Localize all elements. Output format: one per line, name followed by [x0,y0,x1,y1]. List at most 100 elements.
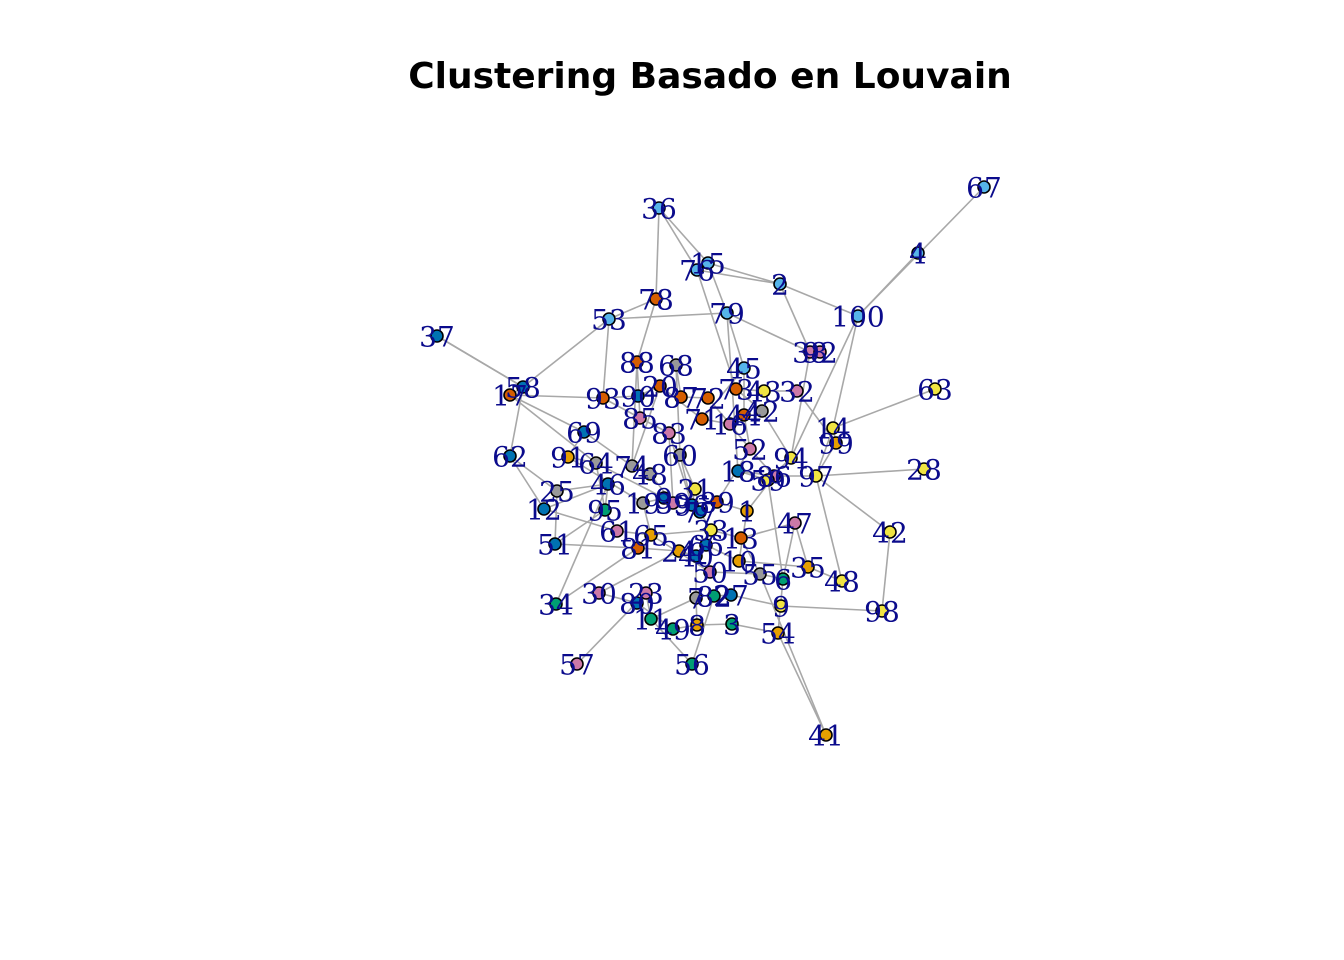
graph-node [740,504,754,518]
node-label: 61 [599,516,635,549]
graph-node [649,292,663,306]
graph-node [596,391,610,405]
node-label: 85 [622,403,658,436]
graph-node [503,449,517,463]
graph-node [690,618,704,632]
graph-node [703,565,717,579]
node-label: 83 [651,418,687,451]
node-label: 86 [756,461,792,494]
graph-edge [658,207,709,264]
node-label: 44 [726,400,762,433]
graph-node [788,516,802,530]
graph-node [720,306,734,320]
graph-edge [598,550,680,594]
graph-edge [650,529,712,536]
node-label: 56 [674,649,710,682]
node-label: 73 [718,374,754,407]
graph-node [701,256,715,270]
node-label: 16 [712,409,748,442]
graph-node [644,528,658,542]
graph-node [653,379,667,393]
graph-node [755,404,769,418]
graph-edge [815,468,925,477]
graph-node [666,496,680,510]
graph-edge [602,397,641,419]
graph-edge [668,432,674,504]
graph-edge [583,431,633,467]
graph-edge [655,207,660,300]
graph-node [723,417,737,431]
graph-node [776,572,790,586]
graph-node [773,277,787,291]
graph-edge [767,479,784,580]
node-label: 74 [614,451,650,484]
graph-edge [696,269,737,390]
graph-node [743,442,757,456]
graph-node [592,586,606,600]
graph-edge [636,298,657,363]
graph-node [610,524,624,538]
graph-node [790,384,804,398]
node-label: 37 [419,321,455,354]
graph-edge [556,483,609,492]
node-label: 94 [773,443,809,476]
graph-edge [740,522,796,539]
graph-node [761,473,775,487]
chart-title: Clustering Basado en Louvain [408,56,1012,97]
node-label: 41 [808,720,844,753]
node-label: 27 [713,580,749,613]
node-label: 72 [690,383,726,416]
graph-edge [608,298,657,320]
graph-edge [707,262,781,285]
graph-node [690,263,704,277]
node-label: 39 [655,488,691,521]
graph-edge [543,508,618,532]
graph-node [784,451,798,465]
node-label: 30 [581,578,617,611]
node-label: 14 [815,413,851,446]
graph-node [829,436,843,450]
graph-node [662,426,676,440]
graph-edge [779,283,859,317]
graph-node [911,246,925,260]
graph-edge [509,394,585,433]
node-label: 9 [655,483,673,516]
node-label: 25 [539,476,575,509]
graph-edge [631,385,661,467]
graph-edge [790,315,859,459]
graph-edge [668,432,693,506]
graph-edge [554,490,558,545]
graph-node [589,456,603,470]
graph-edge [857,252,919,317]
graph-edge [543,483,609,510]
graph-node [699,538,713,552]
graph-edge [759,573,827,736]
graph-edge [726,312,811,353]
node-label: 45 [726,353,762,386]
node-label: 7 [687,583,705,616]
node-label: 93 [585,383,621,416]
node-label: 42 [744,396,780,429]
graph-node [630,596,644,610]
graph-edge [509,455,545,510]
node-label: 24 [661,536,697,569]
graph-node [757,384,771,398]
graph-edge [555,483,609,605]
graph-node [771,626,785,640]
node-label: 36 [641,193,677,226]
node-label: 2 [771,269,789,302]
graph-edge [777,632,827,736]
node-label: 66 [688,530,724,563]
graph-edge [555,547,639,605]
node-label: 8 [688,610,706,643]
graph-edge [832,315,859,429]
graph-edge [794,522,809,568]
node-label: 97 [798,461,834,494]
graph-edge [796,390,837,444]
node-label: 47 [777,508,813,541]
node-label: 28 [906,454,942,487]
graph-node [883,525,897,539]
node-label: 55 [742,559,778,592]
